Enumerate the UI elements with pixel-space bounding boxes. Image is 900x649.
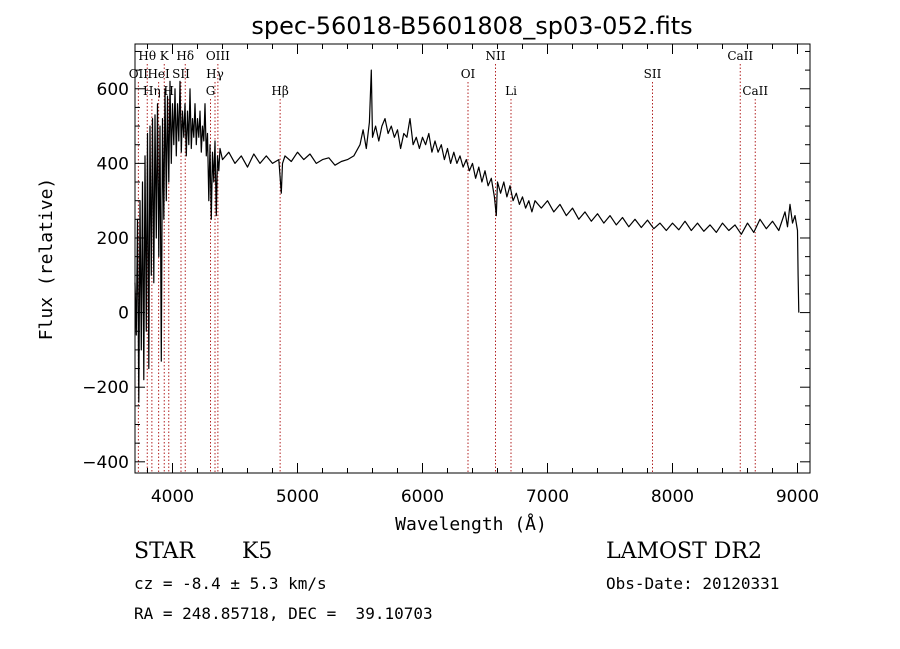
line-label-0: Hθ	[138, 49, 156, 63]
line-label-13: H	[164, 84, 174, 98]
x-tick-label-2: 6000	[401, 487, 444, 507]
x-tick-label-5: 9000	[776, 487, 819, 507]
chart-title: spec-56018-B5601808_sp03-052.fits	[251, 12, 692, 40]
line-label-15: Hβ	[271, 84, 288, 98]
x-axis-label: Wavelength (Å)	[395, 513, 547, 535]
x-tick-label-0: 4000	[151, 487, 194, 507]
line-label-9: Hγ	[206, 67, 224, 81]
object-class: STAR	[134, 539, 195, 564]
line-label-16: Li	[505, 84, 517, 98]
axes-layer: 4000 5000 6000 7000 8000 9000 −400 −200 0 200 400 6…	[82, 43, 819, 507]
line-label-7: HeI	[147, 67, 170, 81]
line-label-2: Hδ	[176, 49, 194, 63]
line-label-10: OI	[461, 67, 476, 81]
line-label-8: SII	[172, 67, 190, 81]
coordinates-line: RA = 248.85718, DEC = 39.10703	[134, 604, 433, 623]
x-tick-label-1: 5000	[276, 487, 319, 507]
line-label-1: K	[160, 49, 170, 63]
y-axis-label: Flux (relative)	[36, 178, 57, 341]
redshift-line: cz = -8.4 ± 5.3 km/s	[134, 574, 327, 593]
line-label-14: G	[206, 84, 216, 98]
y-tick-label-5: 600	[97, 80, 129, 100]
line-label-6: OII	[129, 67, 149, 81]
y-tick-label-1: −200	[82, 378, 129, 398]
survey-name: LAMOST DR2	[606, 539, 762, 564]
line-label-17: CaII	[742, 84, 768, 98]
observation-date: Obs-Date: 20120331	[606, 574, 780, 593]
line-label-11: SII	[644, 67, 662, 81]
line-label-12: Hη	[143, 84, 161, 98]
plot-frame	[134, 43, 811, 474]
y-tick-label-2: 0	[118, 304, 129, 324]
line-label-5: CaII	[727, 49, 753, 63]
line-label-3: OIII	[206, 49, 230, 63]
y-tick-label-0: −400	[82, 453, 129, 473]
x-tick-label-4: 8000	[651, 487, 694, 507]
x-tick-label-3: 7000	[526, 487, 569, 507]
line-label-4: NII	[486, 49, 506, 63]
y-tick-label-3: 200	[97, 229, 129, 249]
series-layer	[134, 69, 800, 403]
object-subclass: K5	[242, 539, 273, 564]
spectrum-series-0	[134, 69, 800, 403]
y-tick-label-4: 400	[97, 154, 129, 174]
